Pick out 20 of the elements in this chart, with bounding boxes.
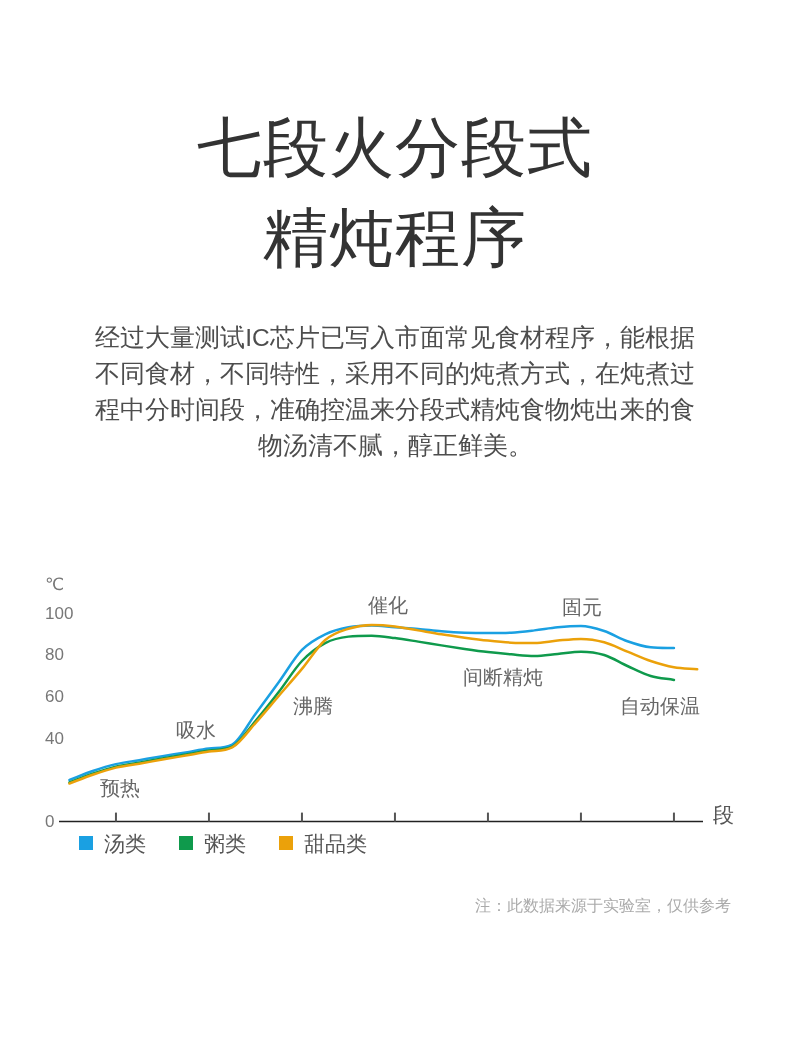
annotation: 催化 — [368, 594, 408, 616]
legend-label: 甜品类 — [304, 831, 367, 855]
y-tick-label: 60 — [45, 687, 64, 707]
legend-label: 汤类 — [104, 831, 146, 855]
annotation: 吸水 — [176, 719, 216, 741]
chart-subtitle: 经过大量测试IC芯片已写入市面常见食材程序，能根据不同食材，不同特性，采用不同的炖煮方式，在炖煮过程中分时间段，准确控温来分段式精炖食物炖出来的食物汤清不腻，醇正鲜美。 — [94, 323, 696, 461]
annotation: 预热 — [100, 777, 140, 799]
annotation: 自动保温 — [620, 695, 700, 717]
text: 注：此数据来源于实验室，仅供参考 — [475, 896, 731, 916]
legend-label: 粥类 — [204, 831, 246, 855]
y-axis-title: ℃ — [45, 574, 65, 594]
annotation: 固元 — [562, 596, 602, 618]
y-tick-label: 0 — [45, 812, 55, 832]
x-axis-title: 段 — [713, 803, 734, 827]
y-tick-label: 100 — [45, 603, 74, 623]
chart-title: 七段火分段式精炖程序 — [196, 110, 594, 276]
annotation: 间断精炖 — [463, 666, 543, 688]
y-tick-label: 40 — [45, 728, 64, 748]
annotation: 沸腾 — [293, 695, 333, 717]
y-tick-label: 80 — [45, 645, 64, 665]
